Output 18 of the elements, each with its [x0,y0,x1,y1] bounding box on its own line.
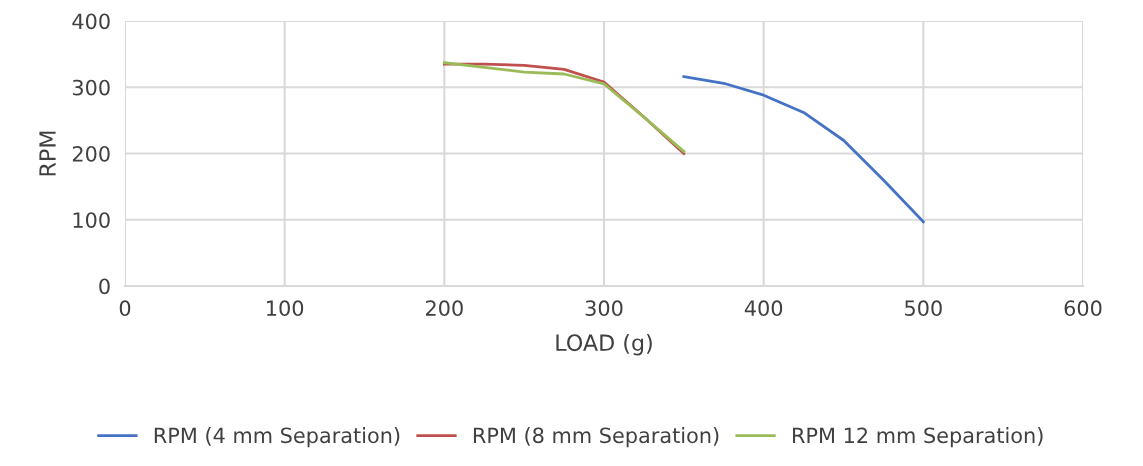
y-tick-label: 300 [72,79,110,96]
y-tick-label: 400 [72,13,110,30]
legend-label: RPM 12 mm Separation) [793,427,1043,448]
x-tick-label: 500 [905,300,942,317]
x-tick-label: 100 [267,300,304,317]
legend-label: RPM (4 mm Separation) [154,427,400,448]
line-series [682,75,925,224]
x-tick-label: 400 [744,300,783,317]
x-tick-label: 200 [425,300,463,317]
x-tick-label: 0 [119,300,131,317]
x-axis-title: LOAD (g) [556,333,652,356]
y-axis-title: RPM [39,131,56,176]
x-tick-label: 600 [1064,300,1102,317]
legend-label: RPM (8 mm Separation) [473,427,719,448]
y-tick-label: 0 [99,278,110,295]
x-tick-label: 300 [585,300,623,317]
y-tick-label: 200 [72,145,110,162]
y-tick-label: 100 [73,212,110,228]
